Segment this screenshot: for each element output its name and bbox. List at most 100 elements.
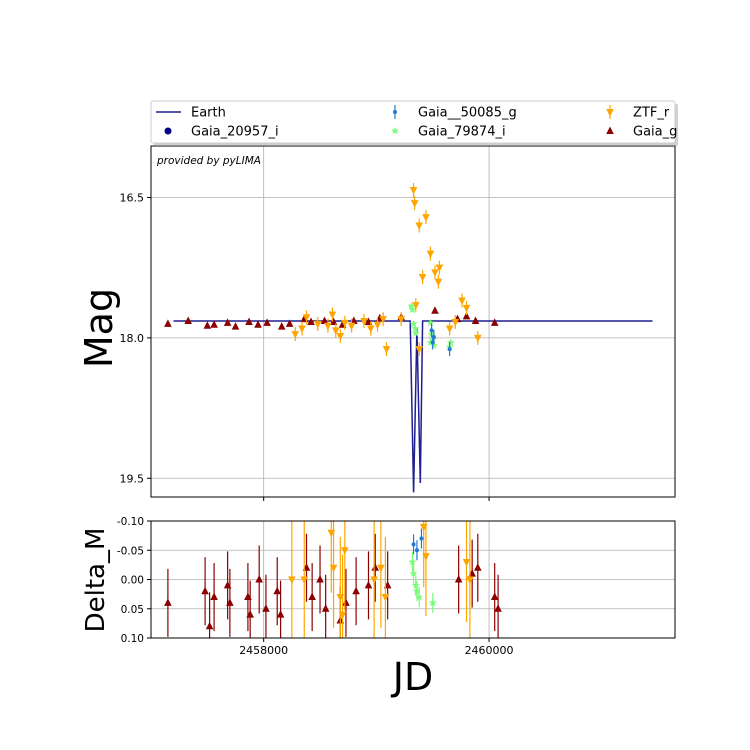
main-y-tick-label: 19.5 xyxy=(120,472,145,485)
legend-label: Gaia_20957_i xyxy=(191,125,279,140)
residual-point-Gaia_g xyxy=(226,598,234,606)
main-y-tick-label: 16.5 xyxy=(120,191,145,204)
point-Gaia_79874_i xyxy=(411,329,420,337)
point-Gaia_g xyxy=(203,321,212,329)
residual-point-Gaia_79874_i xyxy=(428,598,437,607)
residual-point-Gaia_g xyxy=(490,592,499,601)
residual-point-ZTF_r xyxy=(329,564,338,573)
point-Gaia_79874_i xyxy=(409,319,418,328)
point-ZTF_r xyxy=(418,274,427,282)
main-y-tick-label: 18.0 xyxy=(120,332,145,345)
point-ZTF_r xyxy=(373,321,382,330)
legend-entries: Earth Gaia_20957_i Gaia__50085_g Gaia_79874… xyxy=(156,105,677,140)
residuals-clipped-points xyxy=(164,521,502,638)
point-ZTF_r xyxy=(298,325,306,334)
point-ZTF_r xyxy=(397,316,405,324)
point-ZTF_r xyxy=(382,346,391,354)
point-ZTF_r xyxy=(360,318,368,326)
residual-point-ZTF_r xyxy=(370,576,378,584)
residual-point-Gaia_79874_i xyxy=(408,557,417,566)
residual-point-Gaia__50085_g xyxy=(419,536,424,541)
legend-marker-icon xyxy=(606,126,614,134)
point-Gaia_79874_i xyxy=(426,338,435,346)
residual-point-Gaia_g xyxy=(473,563,482,571)
legend-label: Gaia__50085_g xyxy=(418,106,517,121)
residuals-y-ticks: -0.10 -0.05 0.00 0.05 0.10 xyxy=(117,516,151,645)
main-panel: 16.5 18.0 19.5 provided by pyLIMA Mag xyxy=(77,145,676,501)
residual-point-ZTF_r xyxy=(288,576,296,584)
point-Gaia_g xyxy=(490,318,499,326)
point-ZTF_r xyxy=(410,200,419,208)
residual-point-Gaia_g xyxy=(262,604,270,612)
point-ZTF_r xyxy=(324,322,332,331)
residuals-y-tick-label: 0.00 xyxy=(121,575,144,587)
point-ZTF_r xyxy=(379,316,387,324)
point-Gaia_g xyxy=(223,318,232,326)
point-Gaia_79874_i xyxy=(411,324,420,332)
residual-point-Gaia_79874_i xyxy=(415,592,424,601)
point-ZTF_r xyxy=(426,250,435,259)
residual-point-Gaia_g xyxy=(246,610,254,618)
main-y-ticks: 16.5 18.0 19.5 xyxy=(120,191,151,485)
point-ZTF_r xyxy=(412,302,420,310)
point-ZTF_r xyxy=(451,318,460,327)
point-ZTF_r xyxy=(302,314,311,322)
residuals-y-tick-label: -0.05 xyxy=(117,545,144,557)
point-ZTF_r xyxy=(462,304,471,313)
point-Gaia_g xyxy=(320,316,329,325)
legend-label: Gaia_79874_i xyxy=(418,125,506,140)
legend-entry: Gaia_79874_i xyxy=(391,125,506,140)
point-ZTF_r xyxy=(336,333,345,341)
point-Gaia_g xyxy=(431,306,439,314)
residuals-x-ticks: 2458000 2460000 xyxy=(239,638,514,657)
residual-point-Gaia__50085_g xyxy=(411,542,416,547)
point-Gaia__50085_g xyxy=(447,347,452,352)
x-tick-label: 2460000 xyxy=(465,644,514,657)
residual-point-Gaia_g xyxy=(321,604,330,612)
legend-entry: ZTF_r xyxy=(606,105,670,121)
point-ZTF_r xyxy=(445,325,454,334)
residuals-y-axis-label: Delta_M xyxy=(81,528,111,633)
point-Gaia_g xyxy=(231,322,240,330)
residuals-data-points xyxy=(164,521,502,638)
residuals-panel: -0.10 -0.05 0.00 0.05 0.10 2458000 2460000 De… xyxy=(81,516,676,699)
residual-point-Gaia_g xyxy=(494,604,502,612)
legend-label: Gaia_g xyxy=(633,125,677,140)
main-y-axis-label: Mag xyxy=(77,288,121,368)
residual-point-Gaia_g xyxy=(276,610,285,618)
legend-entry: Gaia__50085_g xyxy=(393,105,517,121)
point-Gaia_g xyxy=(210,320,218,328)
x-axis-label: JD xyxy=(391,655,433,699)
residual-point-Gaia__50085_g xyxy=(414,548,419,553)
main-axes-frame xyxy=(150,145,676,498)
legend-entry: Earth xyxy=(156,106,226,121)
residual-point-Gaia_g xyxy=(371,563,380,571)
residual-point-Gaia_g xyxy=(255,575,263,583)
residual-point-Gaia_g xyxy=(352,586,360,595)
point-Gaia_g xyxy=(184,316,192,325)
legend-marker-icon xyxy=(391,126,399,135)
point-ZTF_r xyxy=(347,322,356,331)
pylima-annotation: provided by pyLIMA xyxy=(156,155,261,167)
point-ZTF_r xyxy=(409,186,418,195)
residual-point-Gaia_g xyxy=(205,621,214,630)
residual-point-Gaia_79874_i xyxy=(409,569,418,577)
point-ZTF_r xyxy=(341,319,349,328)
legend-entry: Gaia_20957_i xyxy=(164,125,279,140)
residual-point-Gaia_g xyxy=(164,598,172,606)
point-ZTF_r xyxy=(434,278,443,287)
point-ZTF_r xyxy=(332,327,340,335)
point-ZTF_r xyxy=(328,311,337,319)
residual-point-ZTF_r xyxy=(300,576,309,584)
point-Gaia_g xyxy=(164,319,172,327)
residual-point-ZTF_r xyxy=(377,564,385,573)
residual-point-Gaia_g xyxy=(342,598,350,606)
point-Gaia_g xyxy=(254,320,262,328)
residual-point-ZTF_r xyxy=(341,547,349,555)
residual-point-Gaia_g xyxy=(364,580,373,589)
point-Gaia_g xyxy=(245,317,253,325)
legend-label: Earth xyxy=(191,106,226,121)
residual-point-Gaia_g xyxy=(308,592,316,601)
point-Gaia_g xyxy=(329,317,338,325)
